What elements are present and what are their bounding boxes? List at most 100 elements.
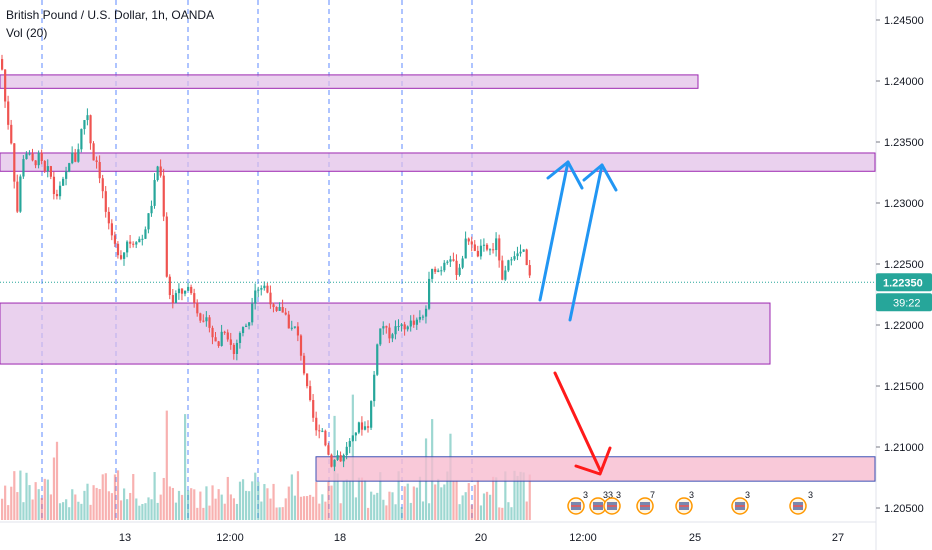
candle-body xyxy=(339,455,342,462)
candle-body xyxy=(65,171,68,179)
volume-bar xyxy=(467,483,470,520)
candle-body xyxy=(19,176,22,212)
candle-body xyxy=(309,386,312,401)
candle-body xyxy=(37,152,40,166)
candle-body xyxy=(354,432,357,436)
volume-bar xyxy=(510,507,513,520)
economic-event-badges[interactable]: 3 33 3 7 3 3 3 xyxy=(567,490,813,515)
candle-body xyxy=(440,270,443,272)
volume-bar xyxy=(52,457,56,520)
candle-body xyxy=(52,176,56,195)
volume-bar xyxy=(22,502,25,520)
candle-body xyxy=(150,205,153,214)
candle-body xyxy=(101,178,104,192)
event-badge[interactable]: 3 xyxy=(675,490,694,515)
volume-bar xyxy=(16,492,19,520)
price-tick-label: 1.21000 xyxy=(884,442,924,454)
candle-body xyxy=(43,161,46,172)
volume-bar xyxy=(476,480,479,520)
time-tick-label: 18 xyxy=(334,532,346,544)
volume-bar xyxy=(516,475,519,520)
symbol-title[interactable]: British Pound / U.S. Dollar, 1h, OANDA xyxy=(6,8,215,22)
event-badge[interactable]: 33 xyxy=(589,490,613,515)
candle-body xyxy=(388,327,391,339)
event-badge[interactable]: 3 xyxy=(603,490,621,515)
volume-bar xyxy=(226,476,229,520)
event-badge-count: 3 xyxy=(583,490,588,500)
volume-bar xyxy=(254,472,257,520)
candle-body xyxy=(263,285,266,289)
volume-bar xyxy=(168,486,171,520)
volume-indicator-label[interactable]: Vol (20) xyxy=(6,26,48,40)
volume-bar xyxy=(455,480,458,520)
supply-demand-zones xyxy=(0,74,876,482)
volume-bar xyxy=(296,471,300,520)
volume-bar xyxy=(376,492,379,520)
event-badge[interactable]: 7 xyxy=(636,490,655,515)
candle-body xyxy=(31,153,34,161)
candle-body xyxy=(504,270,507,280)
candle-body xyxy=(507,260,510,271)
volume-bar xyxy=(415,487,418,520)
candle-body xyxy=(129,241,132,244)
volume-bar xyxy=(119,500,123,520)
volume-bar xyxy=(342,480,345,520)
candle-body xyxy=(16,181,19,212)
volume-bar xyxy=(315,481,318,520)
time-axis[interactable]: 13 12:00 18 20 12:00 25 27 xyxy=(0,521,876,544)
volume-bar xyxy=(382,499,385,520)
candle-body xyxy=(284,312,287,315)
time-tick-label: 27 xyxy=(832,532,844,544)
candle-body xyxy=(473,244,476,251)
volume-bar xyxy=(257,481,260,520)
candle-body xyxy=(321,430,324,432)
price-axis[interactable]: 1.24500 1.24000 1.23500 1.23000 1.22500 1.220… xyxy=(875,0,932,550)
event-badge[interactable]: 3 xyxy=(567,490,588,515)
volume-bar xyxy=(385,505,388,520)
price-tick-label: 1.23500 xyxy=(884,137,924,149)
volume-bar xyxy=(309,494,312,520)
candle-body xyxy=(25,153,28,160)
candle-body xyxy=(489,249,492,251)
volume-bar xyxy=(495,477,498,520)
volume-bar xyxy=(302,496,306,520)
volume-bar xyxy=(293,495,296,520)
volume-bar xyxy=(235,503,239,520)
event-badge[interactable]: 3 xyxy=(789,490,813,515)
candle-body xyxy=(226,332,229,340)
candle-body xyxy=(55,194,59,197)
candle-body xyxy=(123,252,126,259)
volume-bar xyxy=(327,481,330,520)
candle-body xyxy=(382,326,385,329)
volume-bar xyxy=(71,489,74,520)
volume-bar xyxy=(269,498,272,520)
candle-body xyxy=(348,440,351,447)
volume-bar xyxy=(208,505,211,520)
candle-body xyxy=(257,289,260,291)
candle-body xyxy=(196,302,199,314)
candle-body xyxy=(248,322,251,326)
candle-body xyxy=(424,308,428,317)
volume-bar xyxy=(156,502,159,520)
volume-bar xyxy=(238,481,242,520)
volume-bar xyxy=(10,486,13,520)
candle-body xyxy=(95,160,98,162)
volume-bar xyxy=(77,501,80,520)
volume-bar xyxy=(412,486,415,520)
candle-body xyxy=(116,243,120,256)
candle-body xyxy=(446,261,449,263)
volume-bar xyxy=(19,470,22,520)
candle-body xyxy=(345,446,348,456)
candle-body xyxy=(10,124,13,144)
volume-bar xyxy=(367,507,370,520)
candle-body xyxy=(202,320,205,322)
volume-bar xyxy=(461,495,464,520)
time-tick-label: 12:00 xyxy=(216,532,244,544)
candle-body xyxy=(220,331,223,346)
volume-bar xyxy=(504,471,507,520)
candle-body xyxy=(290,327,293,329)
event-badge[interactable]: 3 xyxy=(731,490,750,515)
volume-bar xyxy=(223,503,226,520)
volume-bar xyxy=(354,497,357,520)
